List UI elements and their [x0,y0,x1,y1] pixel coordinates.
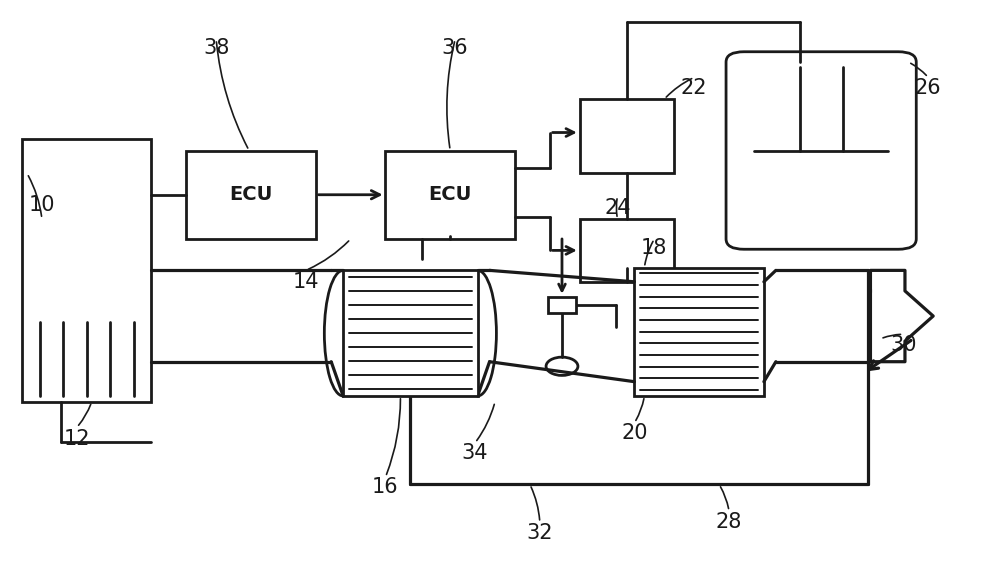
Text: 36: 36 [442,38,468,58]
Bar [22,139,151,402]
Text: 30: 30 [890,335,917,355]
Text: 38: 38 [203,38,229,58]
Text: ECU: ECU [429,185,472,204]
Text: 34: 34 [462,443,488,463]
Text: 32: 32 [527,523,553,543]
FancyBboxPatch shape [726,52,916,249]
Text: 20: 20 [621,423,648,443]
Text: 26: 26 [915,78,942,98]
Bar [548,297,576,313]
Text: ECU: ECU [229,185,273,204]
Bar [580,99,674,173]
Text: 14: 14 [293,272,319,292]
Bar [343,270,478,396]
Text: 10: 10 [29,195,55,214]
Bar [385,151,515,239]
Text: 16: 16 [372,477,399,497]
Bar [634,267,764,396]
Text: 28: 28 [716,512,742,531]
Text: 24: 24 [604,198,631,217]
Text: 12: 12 [64,429,90,448]
Text: 22: 22 [681,78,707,98]
Bar [186,151,316,239]
Text: 18: 18 [641,237,668,258]
Bar [580,219,674,282]
